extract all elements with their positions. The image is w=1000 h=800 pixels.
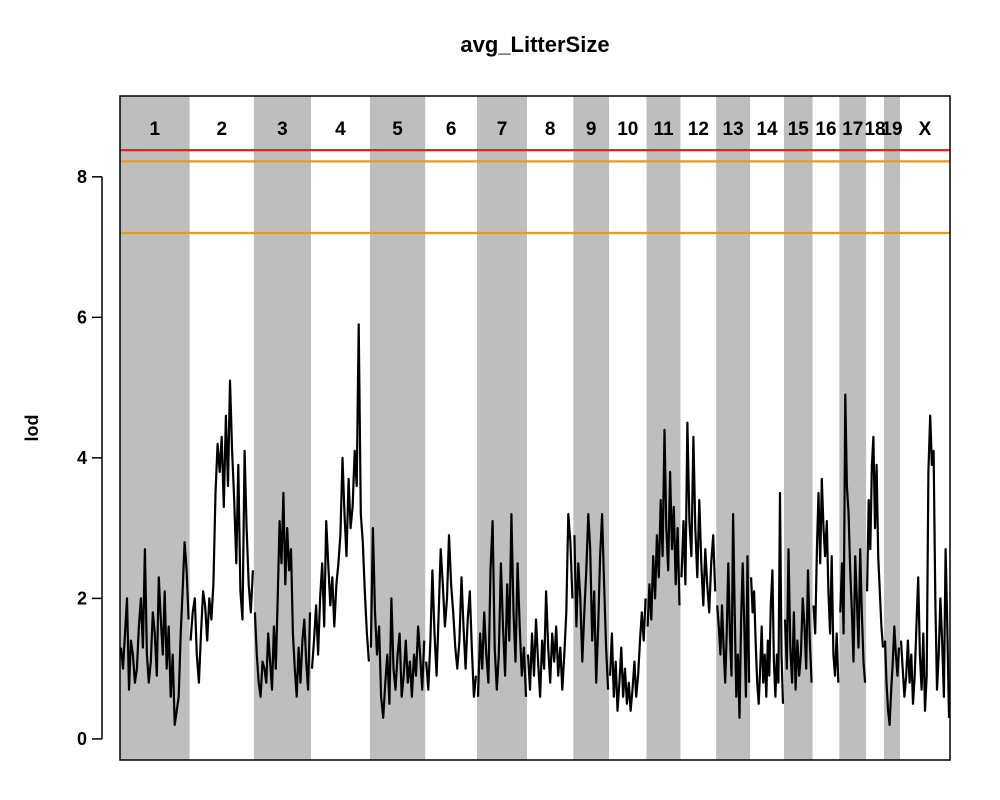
lod-curve-chr-7 (476, 512, 528, 697)
chromosome-label-10: 10 (617, 119, 638, 140)
lod-curve-chr-2 (189, 379, 254, 684)
y-tick-label-0: 0 (77, 729, 87, 749)
lod-curve-chr-X (899, 414, 951, 718)
y-tick-label-4: 4 (77, 448, 87, 468)
chromosome-label-6: 6 (446, 119, 457, 140)
y-tick-label-6: 6 (77, 307, 87, 327)
chromosome-label-3: 3 (277, 119, 288, 140)
lod-curve-chr-11 (646, 428, 681, 627)
chromosome-band-19 (883, 96, 901, 760)
chromosome-label-11: 11 (653, 119, 674, 140)
lod-curve-chr-16 (812, 477, 840, 683)
chromosome-label-9: 9 (586, 119, 597, 140)
lod-curve-chr-10 (609, 598, 647, 712)
chromosome-band-11 (646, 96, 681, 760)
chromosome-label-7: 7 (497, 119, 508, 140)
chromosome-label-18: 18 (864, 119, 885, 140)
chromosome-label-17: 17 (842, 119, 863, 140)
chromosome-label-4: 4 (335, 119, 346, 140)
y-tick-label-8: 8 (77, 167, 87, 187)
chromosome-label-1: 1 (150, 119, 161, 140)
chromosome-label-2: 2 (216, 119, 227, 140)
chromosome-label-X: X (919, 119, 932, 140)
chromosome-label-15: 15 (788, 119, 810, 140)
lod-curve-chr-12 (680, 421, 717, 614)
lod-curve-chr-14 (750, 491, 785, 705)
chromosome-label-13: 13 (723, 119, 744, 140)
lod-curve-chr-3 (253, 491, 312, 698)
y-axis: 0 2 4 6 8 (77, 167, 103, 749)
y-tick-label-2: 2 (77, 588, 87, 608)
lod-curve-chr-4 (310, 323, 370, 669)
lod-curve-chr-19 (883, 625, 901, 727)
chromosome-label-12: 12 (688, 119, 709, 140)
chromosome-label-14: 14 (756, 119, 778, 140)
chromosome-bands (120, 96, 901, 760)
lod-curve-chr-9 (573, 512, 610, 690)
lod-curve-chr-8 (526, 512, 574, 698)
lod-curve-chr-6 (425, 534, 478, 698)
plot-frame (119, 95, 951, 761)
lod-curve-chr-5 (369, 526, 426, 719)
chart-title: avg_LitterSize (460, 32, 609, 57)
chromosome-label-19: 19 (881, 119, 902, 140)
chromosome-band-9 (573, 96, 610, 760)
chromosome-band-7 (476, 96, 527, 760)
lod-curve-chr-15 (783, 548, 813, 691)
chromosome-label-5: 5 (392, 119, 403, 140)
y-axis-label: lod (22, 415, 42, 442)
lod-curves (119, 323, 951, 727)
threshold-lines (120, 149, 950, 235)
lod-curve-chr-17 (839, 393, 867, 683)
chromosome-label-16: 16 (815, 119, 836, 140)
chromosome-label-8: 8 (545, 119, 556, 140)
lod-curve-chr-13 (716, 512, 751, 719)
lod-curve-chr-1 (119, 541, 190, 727)
lod-curve-chr-18 (866, 435, 885, 648)
